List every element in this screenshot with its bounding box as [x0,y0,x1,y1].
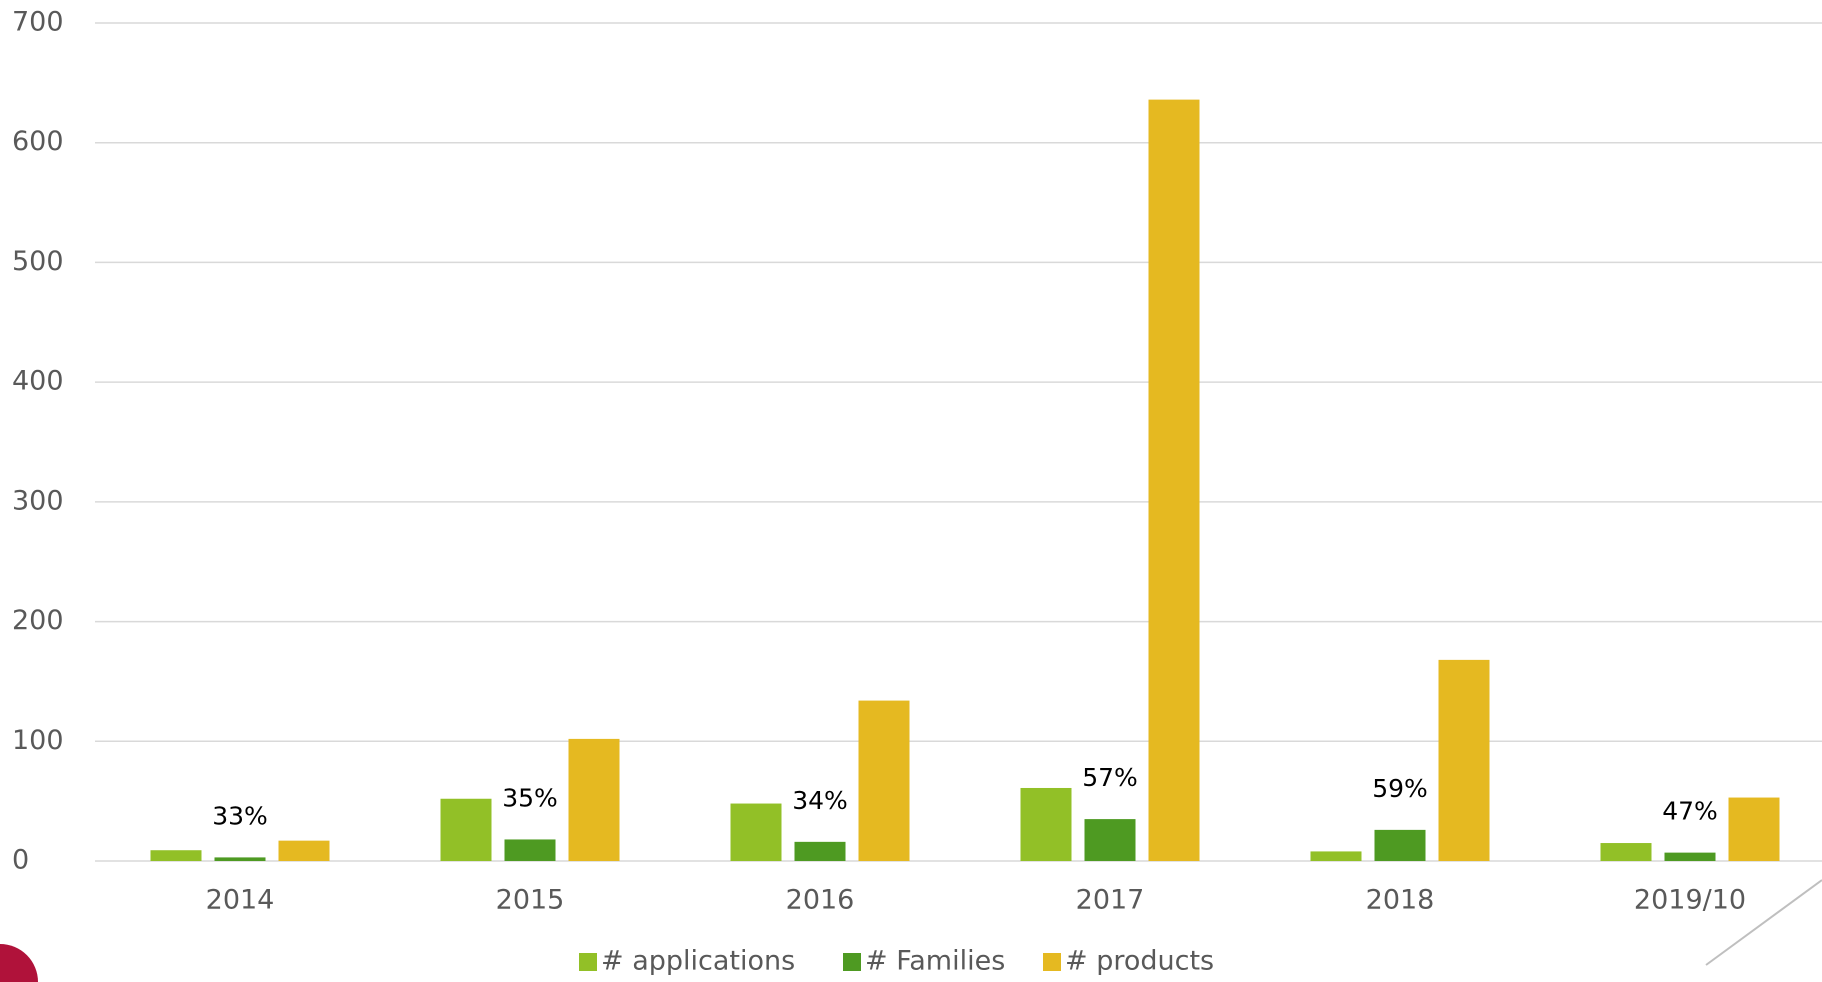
bar [794,841,846,861]
legend-label: # Families [865,946,1005,977]
annotation: 57% [1082,763,1138,792]
y-tick-label: 200 [12,605,64,636]
x-tick-label: 2019/10 [1634,885,1746,916]
legend-label: # applications [601,946,795,977]
x-tick-label: 2018 [1366,885,1435,916]
bar [568,738,620,861]
bar [1664,852,1716,861]
decor-circle [0,944,38,982]
y-tick-label: 0 [12,845,29,876]
y-tick-label: 300 [12,485,64,516]
x-tick-label: 2015 [496,885,565,916]
bar [1148,99,1200,862]
annotation: 59% [1372,774,1428,803]
bar [214,857,266,861]
bar [1020,787,1072,861]
bar [150,850,202,861]
y-tick-label: 500 [12,246,64,277]
legend-swatch [1043,953,1061,971]
bar [1600,843,1652,861]
legend-swatch [843,953,861,971]
annotation: 35% [502,783,558,812]
x-tick-label: 2014 [206,885,275,916]
bar [440,798,492,861]
legend-label: # products [1065,946,1214,977]
bar [1728,797,1780,861]
bar [1310,851,1362,861]
x-tick-label: 2016 [786,885,855,916]
y-tick-label: 100 [12,725,64,756]
annotation: 47% [1662,797,1718,826]
y-tick-label: 400 [12,366,64,397]
annotation: 33% [212,801,268,830]
legend-swatch [579,953,597,971]
bar [730,803,782,861]
x-tick-label: 2017 [1076,885,1145,916]
bar [278,840,330,861]
annotation: 34% [792,786,848,815]
bar [1374,829,1426,861]
y-tick-label: 600 [12,126,64,157]
bar [504,839,556,861]
decor-line [1705,879,1822,966]
bar [1438,659,1490,861]
bar [1084,819,1136,861]
bar [858,700,910,861]
y-tick-label: 700 [12,7,64,38]
